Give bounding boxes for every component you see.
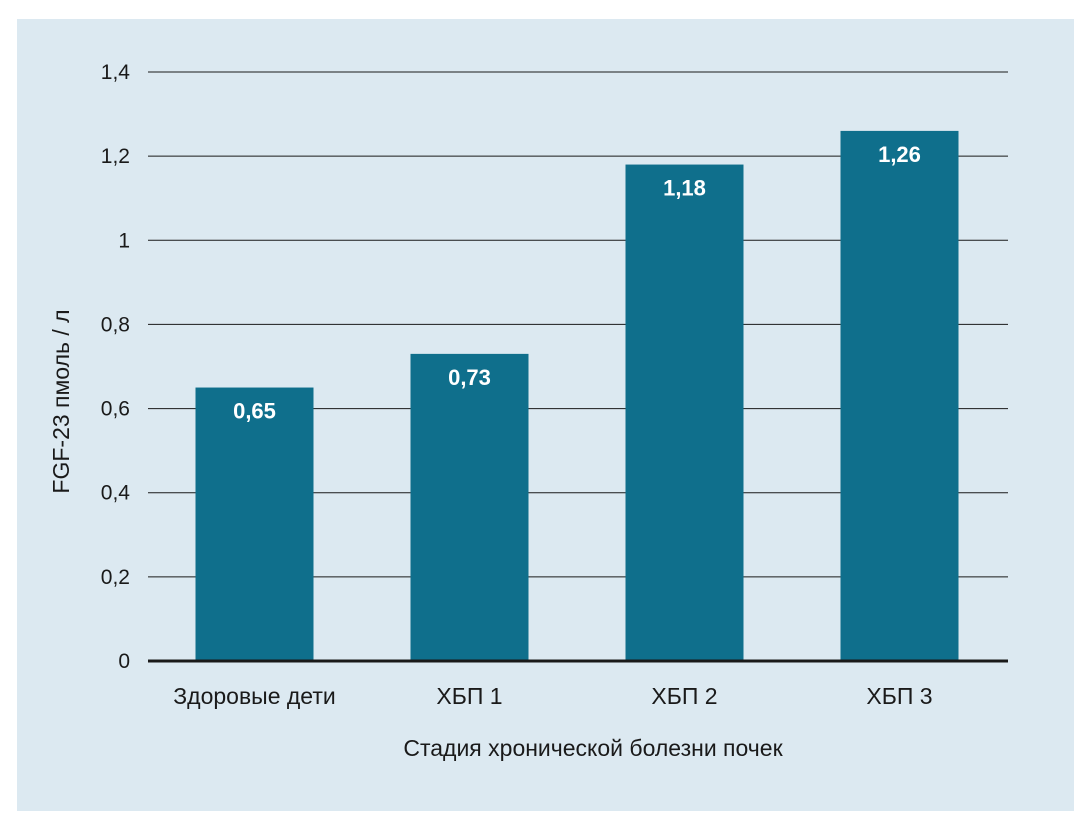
y-tick-label: 0,2 bbox=[101, 566, 130, 589]
y-tick-label: 1,4 bbox=[101, 61, 131, 84]
chart-panel: 0,65 0,73 1,18 1,26 0 0,2 0,4 0,6 0,8 1 1,2 1,4 Зд… bbox=[17, 19, 1074, 811]
x-category-label: ХБП 2 bbox=[651, 683, 717, 709]
x-axis-label: Стадия хронической болезни почек bbox=[403, 735, 783, 761]
y-tick-label: 0,8 bbox=[101, 313, 130, 336]
bar-data-label: 0,73 bbox=[448, 365, 491, 390]
y-tick-label: 1 bbox=[118, 229, 130, 252]
bars: 0,65 0,73 1,18 1,26 bbox=[195, 130, 959, 662]
y-tick-label: 0 bbox=[118, 650, 130, 673]
y-tick-label: 0,6 bbox=[101, 398, 130, 421]
y-axis-label: FGF-23 пмоль / л bbox=[48, 309, 74, 493]
bar bbox=[410, 353, 529, 661]
bar bbox=[195, 387, 314, 661]
bar bbox=[840, 130, 959, 661]
y-tick-label: 1,2 bbox=[101, 145, 130, 168]
x-category-labels: Здоровые дети ХБП 1 ХБП 2 ХБП 3 bbox=[173, 683, 932, 709]
y-tick-label: 0,4 bbox=[101, 482, 131, 505]
bar-data-label: 0,65 bbox=[233, 399, 276, 424]
x-category-label: ХБП 3 bbox=[866, 683, 932, 709]
bar-data-label: 1,18 bbox=[663, 176, 706, 201]
bar bbox=[625, 164, 744, 662]
x-category-label: ХБП 1 bbox=[436, 683, 502, 709]
y-tick-labels: 0 0,2 0,4 0,6 0,8 1 1,2 1,4 bbox=[101, 61, 131, 673]
bar-data-label: 1,26 bbox=[878, 142, 921, 167]
x-category-label: Здоровые дети bbox=[173, 683, 335, 709]
bar-chart: 0,65 0,73 1,18 1,26 0 0,2 0,4 0,6 0,8 1 1,2 1,4 Зд… bbox=[48, 61, 1008, 761]
